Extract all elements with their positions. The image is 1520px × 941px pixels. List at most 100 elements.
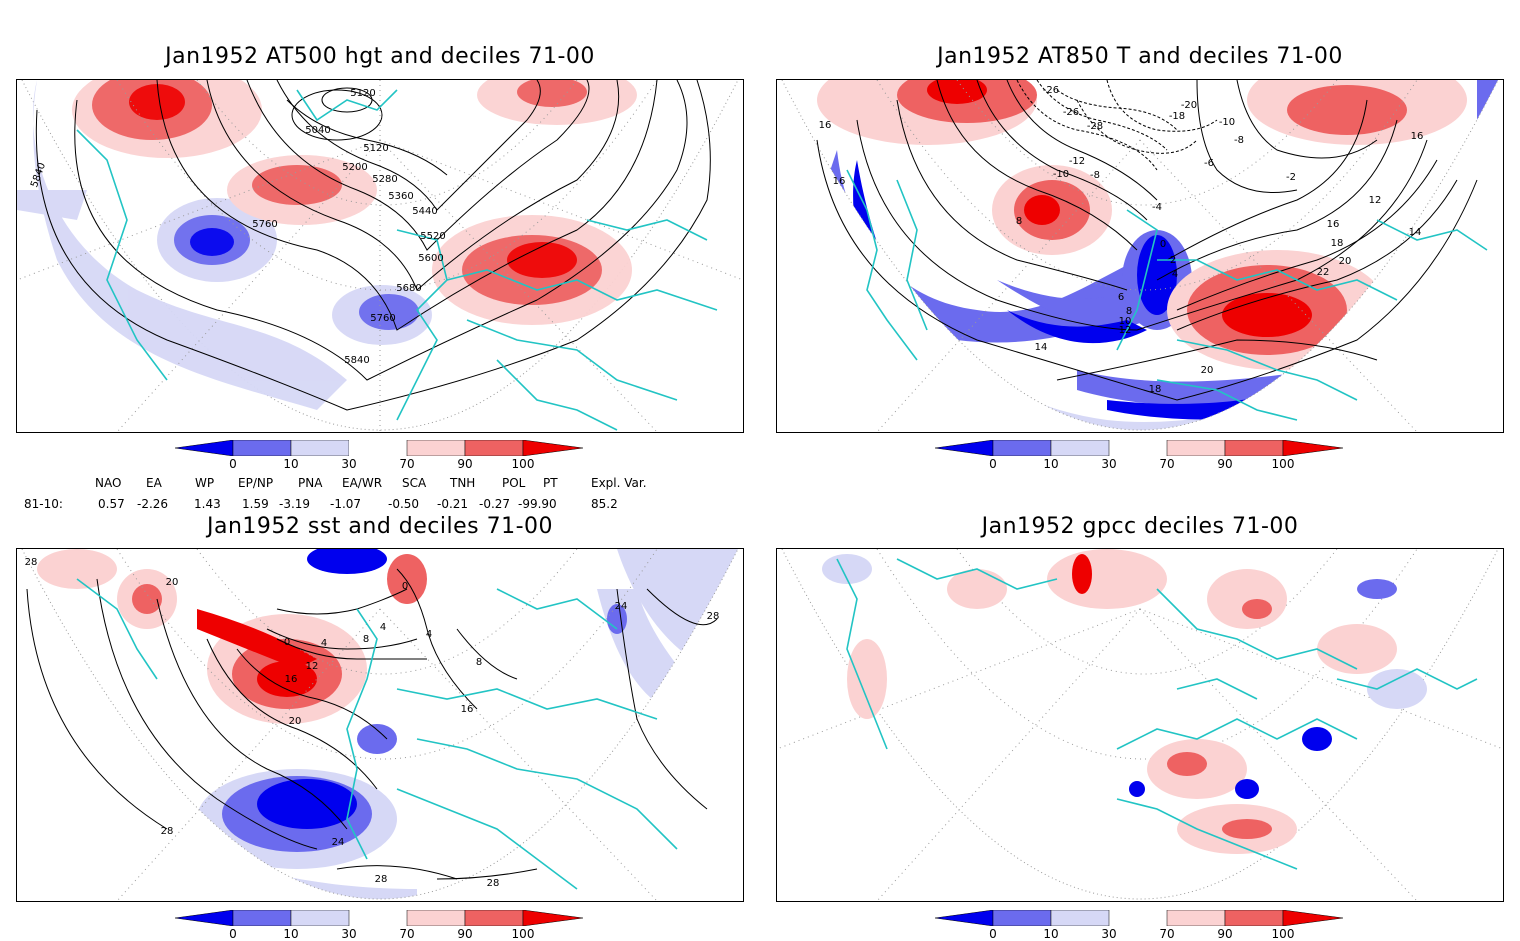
- contour-label: 5760: [252, 219, 277, 230]
- index-value: -0.27: [479, 497, 511, 511]
- contour-label: 14: [1409, 227, 1422, 238]
- index-header: Expl. Var.: [591, 476, 647, 490]
- contour-label: 18: [1149, 384, 1162, 395]
- contour-label: 5120: [363, 143, 388, 154]
- colorbar-tick: 0: [989, 457, 997, 471]
- contour-label: 8: [476, 657, 482, 668]
- colorbar-tick: 70: [399, 927, 415, 941]
- index-row-label: 81-10:: [24, 497, 63, 511]
- colorbar-tick: 70: [1159, 927, 1175, 941]
- colorbar-gpcc: [935, 910, 1344, 926]
- contour-label: -8: [1090, 170, 1100, 181]
- index-value: 1.59: [242, 497, 269, 511]
- contour-label: 10: [1119, 316, 1132, 327]
- contour-label: 0: [284, 637, 290, 648]
- contour-label: -4: [1152, 202, 1162, 213]
- contour-label: 12: [1369, 195, 1382, 206]
- contour-label: 5600: [418, 253, 443, 264]
- contour-label: 12: [306, 661, 319, 672]
- colorbar-tick: 90: [1217, 927, 1233, 941]
- colorbar-ticks-500hgt: 0 10 30 70 90 100: [175, 441, 585, 471]
- map-panel-sst: 28 20 0 4 8 12 16 20 4 0 4 8 16 24 24 28…: [16, 548, 744, 902]
- contour-label: 28: [161, 826, 174, 837]
- contour-label: 0: [1160, 239, 1166, 250]
- contour-label: 5280: [372, 174, 397, 185]
- contour-label: 4: [321, 638, 327, 649]
- contour-label: 16: [285, 674, 298, 685]
- colorbar-tick: 10: [1043, 927, 1059, 941]
- colorbar-ticks-gpcc: 0 10 30 70 90 100: [935, 911, 1345, 941]
- contour-label: 4: [380, 622, 386, 633]
- contour-label: 5760: [370, 313, 395, 324]
- contour-label: 18: [1331, 238, 1344, 249]
- colorbar-tick: 30: [341, 927, 357, 941]
- colorbar-sst: [175, 910, 584, 926]
- contour-label: 5680: [396, 283, 421, 294]
- contour-label: -6: [1204, 158, 1214, 169]
- contour-label: 16: [461, 704, 474, 715]
- colorbar-tick: 100: [511, 457, 535, 471]
- contour-label: 16: [819, 120, 832, 131]
- contour-label: 16: [833, 176, 846, 187]
- index-value: -2.26: [137, 497, 169, 511]
- panel-title-500hgt: Jan1952 AT500 hgt and deciles 71-00: [165, 44, 595, 69]
- index-value: 0.57: [98, 497, 125, 511]
- contour-label: -2: [1286, 172, 1296, 183]
- contour-label: 24: [615, 601, 628, 612]
- contour-label: 5200: [342, 162, 367, 173]
- index-value: -99.90: [518, 497, 557, 511]
- index-value: -3.19: [279, 497, 311, 511]
- contour-label: 24: [332, 837, 345, 848]
- contour-label: -26: [1043, 85, 1059, 96]
- contour-label: -20: [1181, 100, 1197, 111]
- index-header: TNH: [450, 476, 476, 490]
- contour-label: 12: [1119, 325, 1132, 336]
- index-values: 81-10: 0.57 -2.26 1.43 1.59 -3.19 -1.07 …: [0, 497, 760, 513]
- contour-label: 0: [402, 581, 408, 592]
- contour-label: -8: [1234, 135, 1244, 146]
- contour-label: 5040: [305, 125, 330, 136]
- contour-label: 8: [1126, 306, 1132, 317]
- colorbar-500hgt: [175, 440, 584, 456]
- index-value: -0.50: [388, 497, 420, 511]
- contour-label: 2: [1170, 255, 1176, 266]
- index-value: 1.43: [194, 497, 221, 511]
- contour-label: 28: [707, 611, 720, 622]
- colorbar-tick: 90: [457, 927, 473, 941]
- panel-title-gpcc: Jan1952 gpcc deciles 71-00: [981, 514, 1299, 539]
- colorbar-tick: 0: [229, 457, 237, 471]
- index-value: -0.21: [437, 497, 469, 511]
- colorbar-tick: 10: [1043, 457, 1059, 471]
- index-header: EA/WR: [342, 476, 383, 490]
- colorbar-tick: 0: [989, 927, 997, 941]
- contour-label: 20: [289, 716, 302, 727]
- contour-label: 16: [1327, 219, 1340, 230]
- index-header: WP: [195, 476, 215, 490]
- contour-label: 8: [363, 634, 369, 645]
- contour-label: 8: [1016, 216, 1022, 227]
- contour-label: 16: [1411, 131, 1424, 142]
- contour-label: 4: [1172, 269, 1178, 280]
- contour-label: -10: [1053, 169, 1069, 180]
- contour-label: -18: [1169, 111, 1185, 122]
- map-panel-500hgt: 5120 5040 5120 5200 5280 5360 5440 5520 …: [16, 79, 744, 433]
- index-headers: NAO EA WP EP/NP PNA EA/WR SCA TNH POL PT…: [0, 476, 760, 492]
- index-value: 85.2: [591, 497, 618, 511]
- colorbar-tick: 10: [283, 457, 299, 471]
- colorbar-tick: 30: [341, 457, 357, 471]
- colorbar-tick: 100: [1271, 927, 1295, 941]
- contour-label: 14: [1035, 342, 1048, 353]
- contour-label: 20: [1201, 365, 1214, 376]
- panel-title-sst: Jan1952 sst and deciles 71-00: [206, 514, 554, 539]
- map-panel-gpcc: [776, 548, 1504, 902]
- colorbar-ticks-sst: 0 10 30 70 90 100: [175, 911, 585, 941]
- index-header: EA: [146, 476, 162, 490]
- colorbar-tick: 70: [399, 457, 415, 471]
- colorbar-tick: 10: [283, 927, 299, 941]
- colorbar-tick: 90: [1217, 457, 1233, 471]
- colorbar-tick: 100: [511, 927, 535, 941]
- colorbar-tick: 30: [1101, 457, 1117, 471]
- colorbar-tick: 90: [457, 457, 473, 471]
- index-value: -1.07: [330, 497, 362, 511]
- contour-label: 5360: [388, 191, 413, 202]
